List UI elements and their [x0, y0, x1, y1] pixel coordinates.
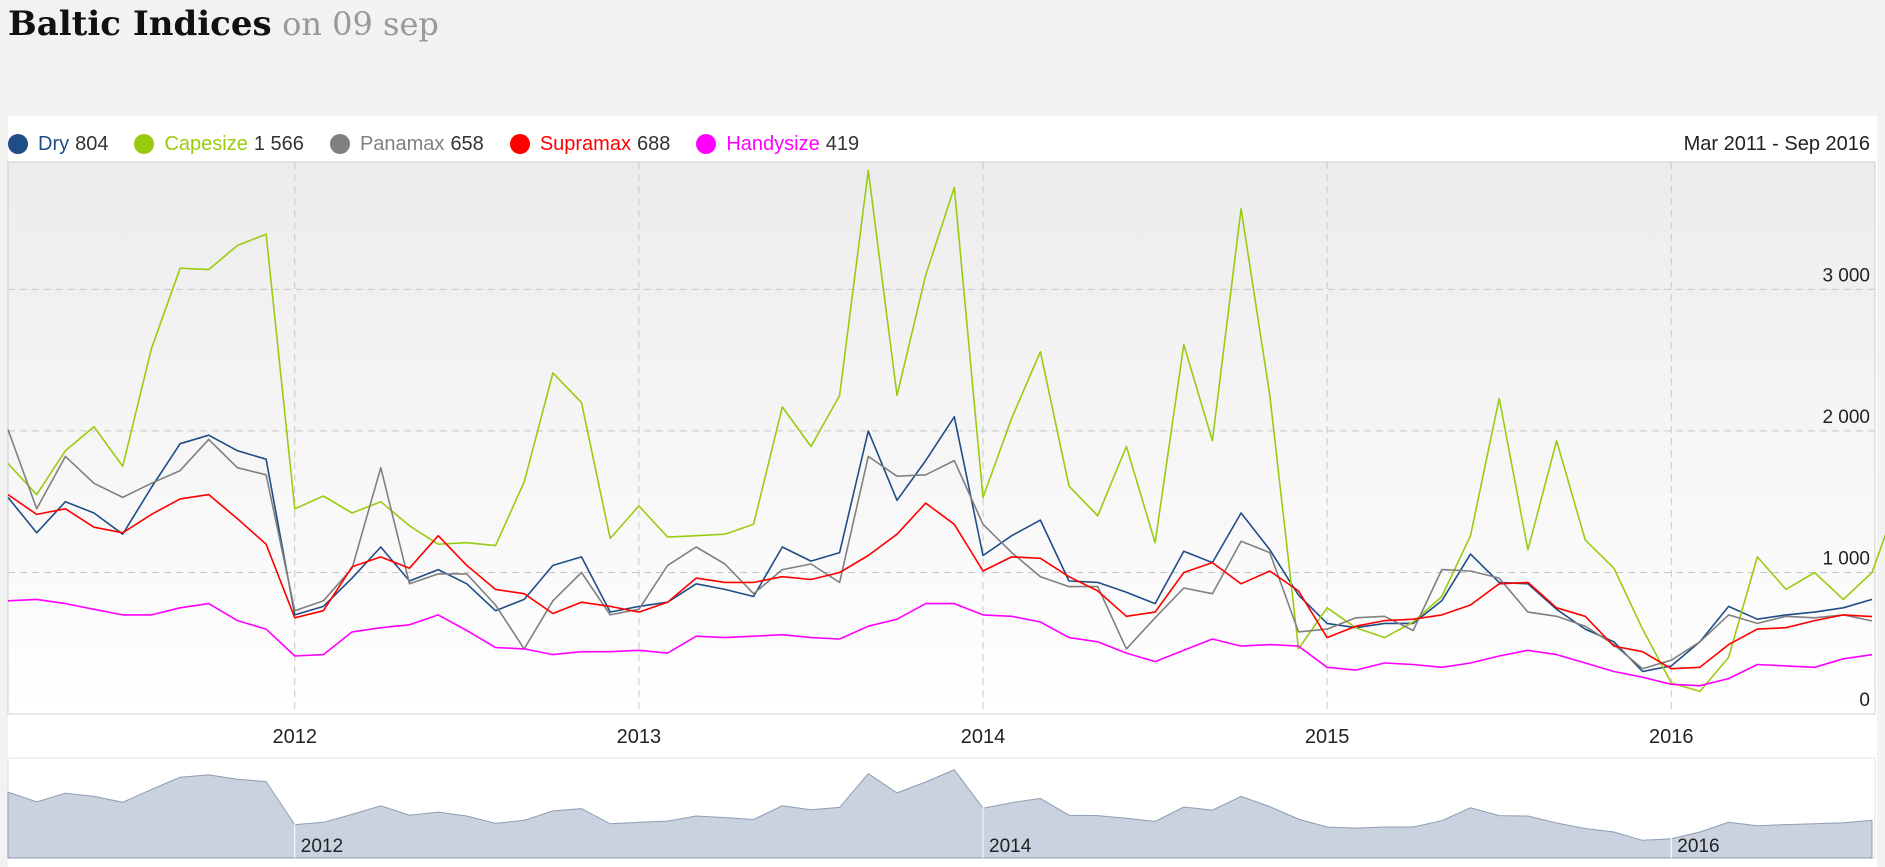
legend-dot-supramax [509, 134, 530, 154]
legend-name-supramax: Supramax [539, 132, 631, 155]
legend-item-dry[interactable]: Dry 804 [8, 133, 108, 156]
legend-dot-panamax [329, 134, 350, 154]
date-range-label[interactable]: Mar 2011 - Sep 2016 [1683, 133, 1870, 155]
legend-name-panamax: Panamax [359, 132, 445, 155]
legend-value-supramax: 688 [636, 132, 671, 155]
legend-value-capesize: 1 566 [253, 132, 304, 155]
legend-name-dry: Dry [38, 132, 70, 155]
legend-value-dry: 804 [75, 132, 109, 155]
legend-name-handysize: Handysize [726, 132, 820, 155]
legend-item-supramax[interactable]: Supramax 688 [509, 132, 671, 156]
legend-value-handysize: 419 [825, 132, 860, 155]
page-subtitle: on 09 sep [282, 5, 439, 43]
legend-item-handysize[interactable]: Handysize 419 [696, 133, 859, 156]
legend-item-panamax[interactable]: Panamax 658 [329, 132, 484, 156]
chart-panel [8, 116, 1877, 867]
title-area: Baltic Indices on 09 sep [8, 4, 439, 44]
legend-name-capesize: Capesize [164, 132, 248, 155]
legend-dot-capesize [134, 134, 155, 154]
legend-dot-dry [8, 134, 28, 154]
legend-value-panamax: 658 [450, 132, 484, 155]
legend: Dry 804 Capesize 1 566 Panamax 658 Supra… [8, 130, 885, 158]
legend-dot-handysize [696, 134, 717, 154]
page-title: Baltic Indices [8, 4, 272, 44]
legend-item-capesize[interactable]: Capesize 1 566 [134, 132, 304, 156]
